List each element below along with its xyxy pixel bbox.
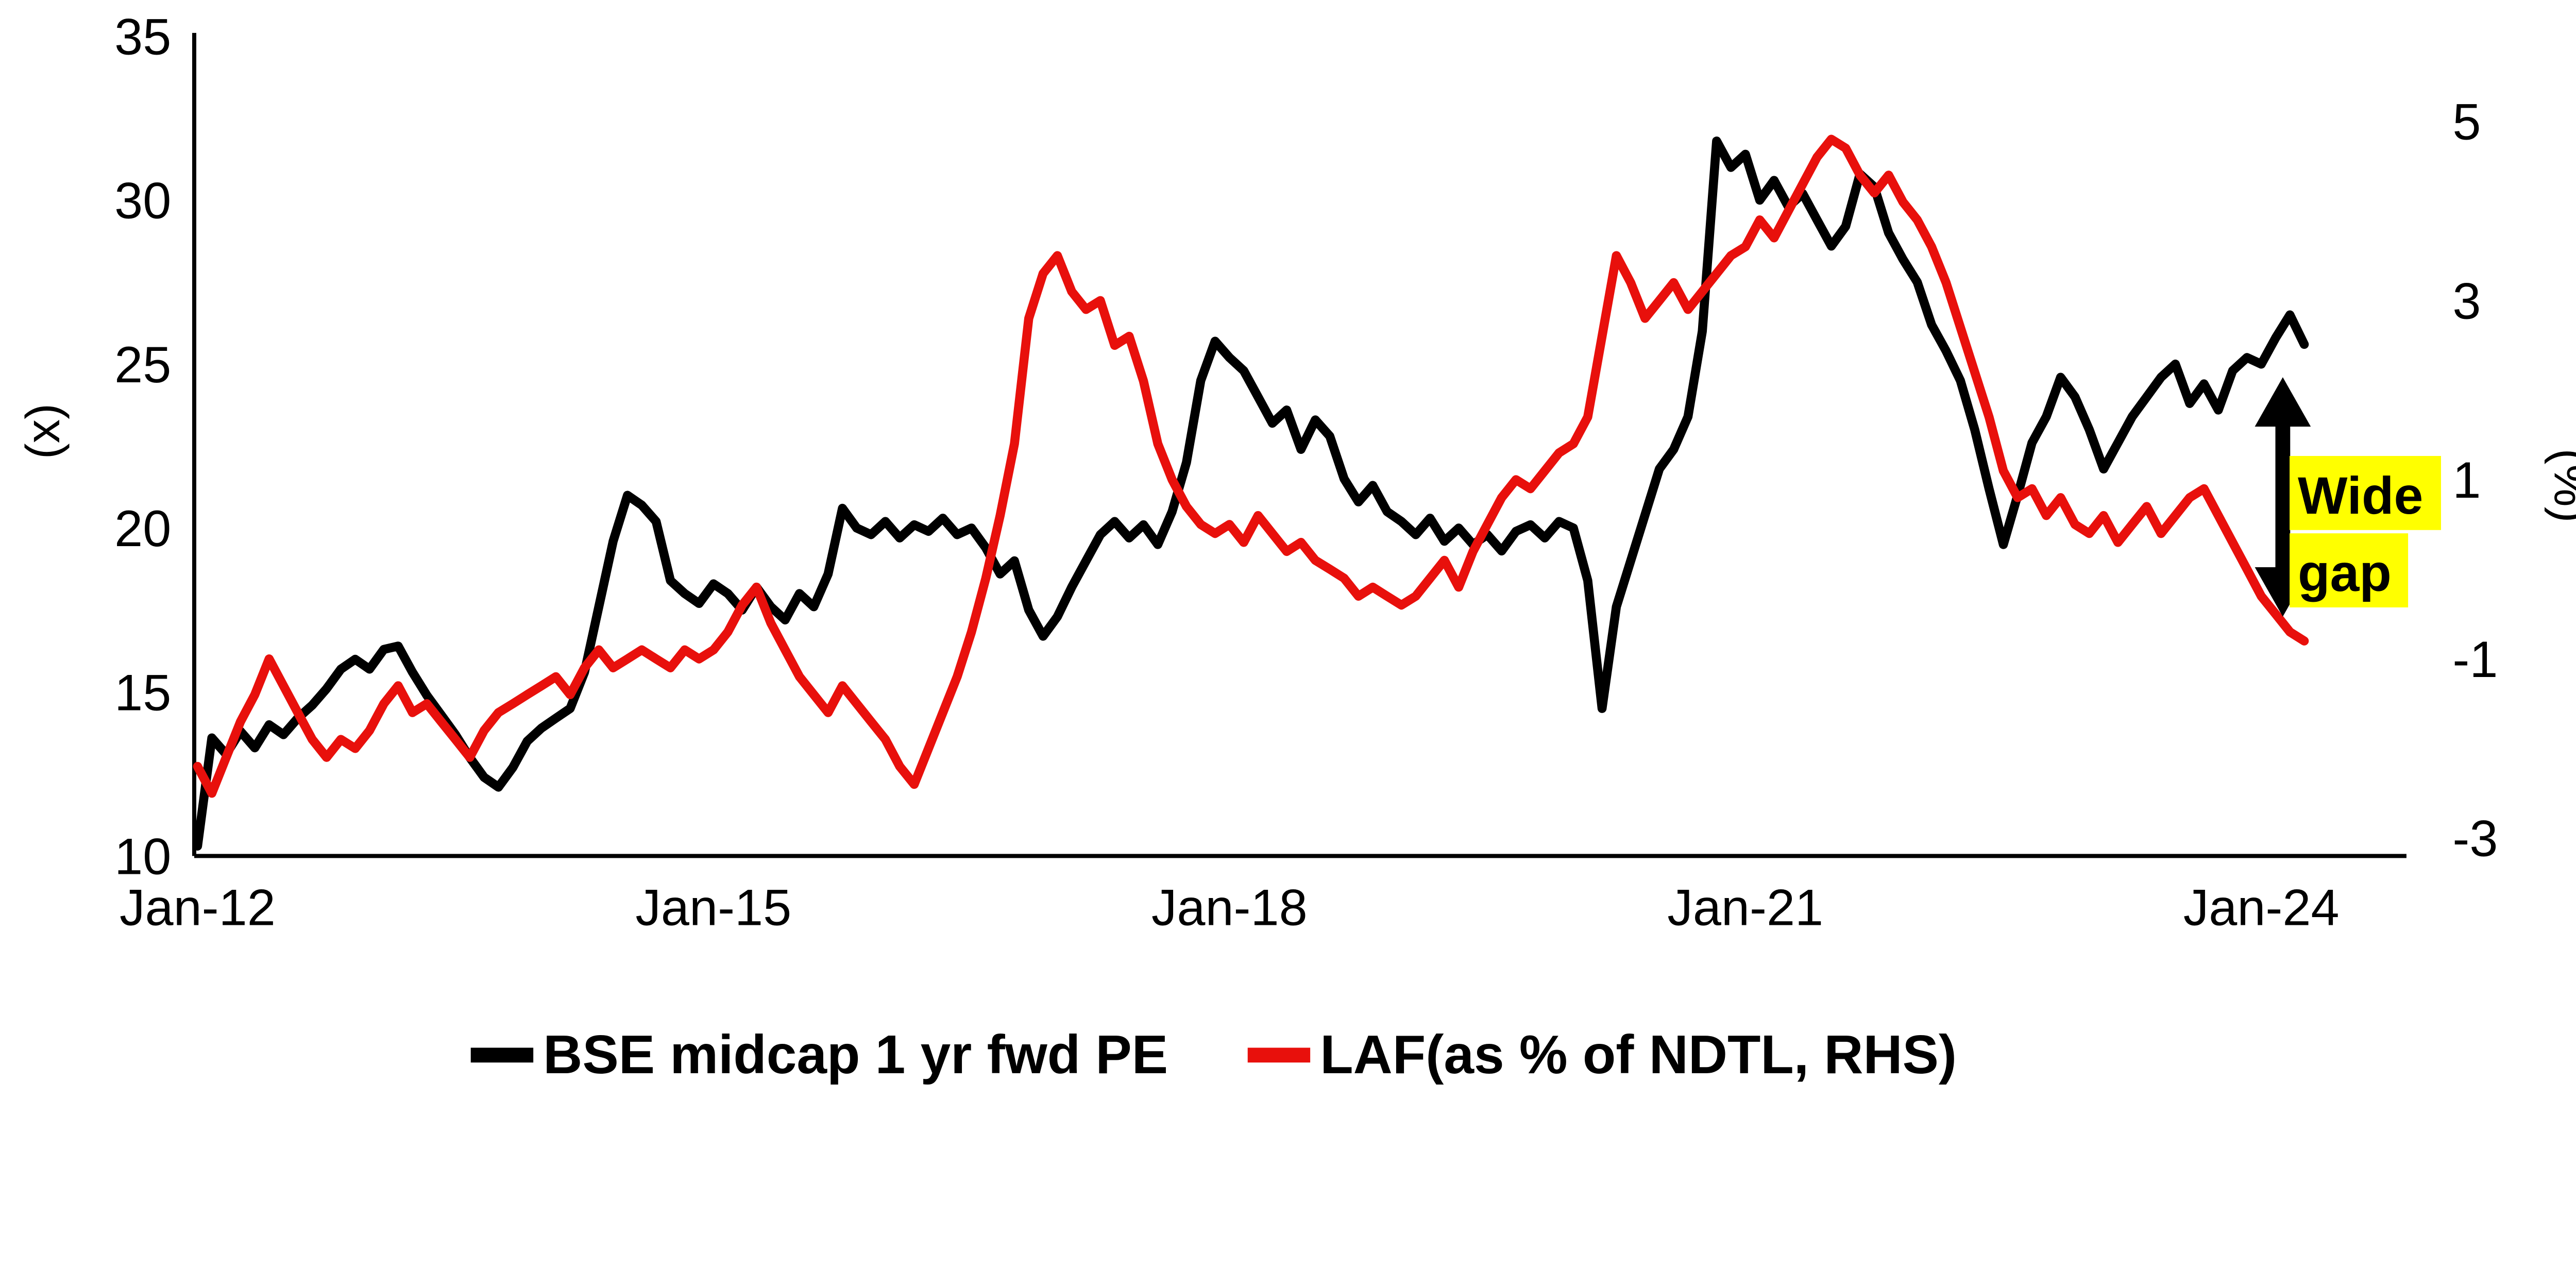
left-tick-25: 25	[114, 336, 171, 393]
right-tick-1: 1	[2452, 451, 2481, 509]
left-tick-30: 30	[114, 172, 171, 229]
x-tick-Jan-18: Jan-18	[1151, 879, 1308, 936]
legend-label-laf-pct-ndtl: LAF(as % of NDTL, RHS)	[1320, 1025, 1957, 1085]
x-tick-Jan-21: Jan-21	[1667, 879, 1823, 936]
chart-container: (x) (%) 10 15 20 25 30 35 -3 -1 1 3 5 Jan-12 Jan-1…	[16, 8, 2576, 1085]
series-lines	[193, 134, 2309, 851]
right-tick--1: -1	[2452, 631, 2498, 688]
legend-label-bse-midcap-pe: BSE midcap 1 yr fwd PE	[543, 1025, 1168, 1085]
left-axis-title: (x)	[16, 403, 70, 459]
left-axis-tick-labels: 10 15 20 25 30 35	[114, 8, 171, 885]
x-tick-Jan-12: Jan-12	[120, 879, 276, 936]
x-tick-Jan-24: Jan-24	[2183, 879, 2340, 936]
legend: BSE midcap 1 yr fwd PE LAF(as % of NDTL, …	[470, 1025, 1957, 1085]
right-tick-3: 3	[2452, 272, 2481, 329]
wide-gap-text-line2: gap	[2298, 543, 2392, 602]
gap-arrow-head-top	[2255, 377, 2311, 427]
wide-gap-annotation: Wide gap	[2255, 377, 2442, 617]
x-axis-tick-labels: Jan-12 Jan-15 Jan-18 Jan-21 Jan-24	[120, 879, 2340, 936]
axes	[192, 32, 2406, 858]
wide-gap-text-line1: Wide	[2298, 466, 2423, 525]
left-tick-15: 15	[114, 664, 171, 721]
wide-gap-highlight-line2	[2290, 533, 2409, 607]
x-tick-Jan-15: Jan-15	[635, 879, 791, 936]
right-tick--3: -3	[2452, 810, 2498, 867]
series-line-bse-midcap-pe	[193, 137, 2309, 851]
left-tick-10: 10	[114, 827, 171, 885]
right-tick-5: 5	[2452, 93, 2481, 150]
left-tick-35: 35	[114, 8, 171, 65]
right-axis-title: (%)	[2544, 448, 2576, 522]
wide-gap-highlight-line1	[2290, 455, 2442, 530]
right-axis-tick-labels: -3 -1 1 3 5	[2452, 93, 2498, 867]
left-tick-20: 20	[114, 500, 171, 557]
series-line-laf-pct-ndtl	[193, 134, 2309, 798]
